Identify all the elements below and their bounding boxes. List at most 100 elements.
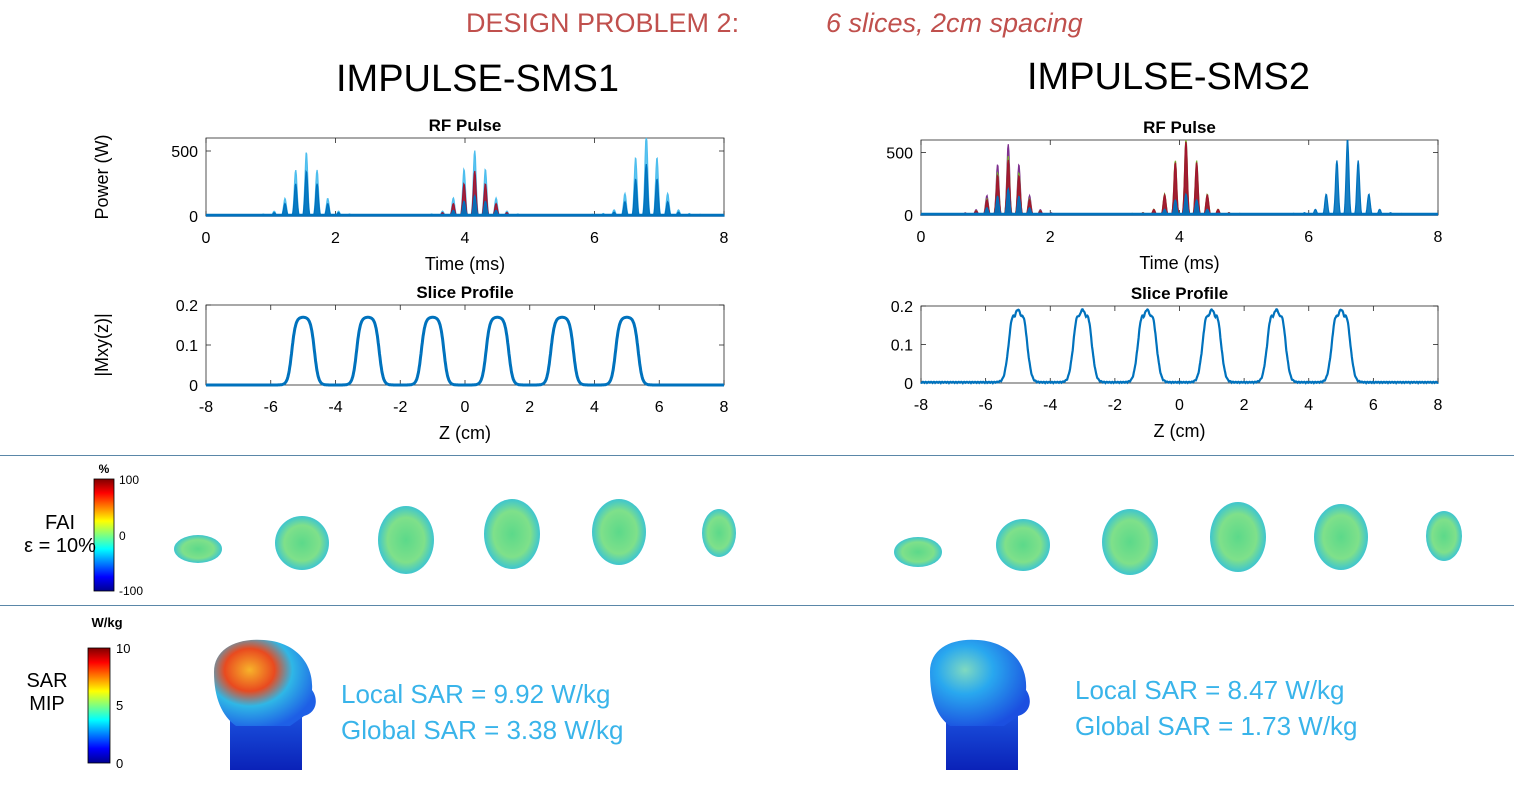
x-tick-label: 6 <box>590 230 599 247</box>
chart-layer: RF Pulse Time (ms) 0 2 4 6 8 0 500 Power (W)RF Pu… <box>92 116 1443 443</box>
x-tick-label: 0 <box>202 230 211 247</box>
local-sar-sms2: Local SAR = 8.47 W/kg <box>1075 675 1345 705</box>
design-problem-title: DESIGN PROBLEM 2: <box>466 8 740 38</box>
sar-colorbar-tick: 0 <box>116 756 123 771</box>
sar-colorbar-tick: 10 <box>116 641 130 656</box>
sar-head <box>214 639 316 726</box>
slice-profile-line <box>206 315 724 387</box>
x-tick-label: 2 <box>331 230 340 247</box>
y-tick-label: 0 <box>189 378 198 395</box>
y-tick-label: 0.2 <box>176 298 198 315</box>
fai-colorbar-tick: 0 <box>119 529 126 543</box>
column-title-sms1: IMPULSE-SMS1 <box>336 58 619 100</box>
fai-colorbar-tick: 100 <box>119 473 139 487</box>
x-tick-label: -6 <box>264 399 278 416</box>
fai-maps-right <box>894 502 1462 575</box>
sar-colorbar-gradient <box>87 647 111 764</box>
x-tick-label: -4 <box>1043 397 1057 414</box>
sar-mip-head-left <box>214 639 316 770</box>
fai-map-slice <box>702 509 736 557</box>
fai-colorbar-tick: -100 <box>119 584 143 598</box>
x-tick-label: 4 <box>1175 229 1184 246</box>
chart-rf2: RF Pulse Time (ms) 0 2 4 6 8 0 500 <box>886 118 1442 273</box>
x-tick-label: -2 <box>1108 397 1122 414</box>
sar-row-label: SAR MIP <box>12 670 82 716</box>
slice-profile-line <box>920 308 1439 385</box>
global-sar-sms1: Global SAR = 3.38 W/kg <box>341 715 624 745</box>
x-axis-label: Time (ms) <box>425 254 505 274</box>
x-axis-label: Z (cm) <box>1154 421 1206 441</box>
fai-colorbar-unit: % <box>99 462 110 476</box>
x-tick-label: 2 <box>1240 397 1249 414</box>
x-tick-label: 4 <box>590 399 599 416</box>
chart-title: RF Pulse <box>429 116 502 135</box>
column-title-sms2: IMPULSE-SMS2 <box>1027 56 1310 98</box>
y-axis-label: Power (W) <box>92 135 112 220</box>
fai-label-line1: FAI <box>44 512 75 534</box>
x-tick-label: -4 <box>328 399 342 416</box>
y-tick-label: 0.2 <box>891 299 913 316</box>
x-tick-label: 6 <box>1304 229 1313 246</box>
y-tick-label: 0 <box>189 209 198 226</box>
sar-colorbar-tick: 5 <box>116 698 123 713</box>
header: DESIGN PROBLEM 2: 6 slices, 2cm spacing <box>0 6 1514 40</box>
x-tick-label: -8 <box>914 397 928 414</box>
fai-map-slice <box>996 519 1050 571</box>
y-tick-label: 500 <box>886 146 913 163</box>
sar-mip-head-right <box>930 639 1030 770</box>
fai-maps-left <box>174 499 736 574</box>
global-sar-sms2: Global SAR = 1.73 W/kg <box>1075 711 1358 741</box>
local-sar-sms1: Local SAR = 9.92 W/kg <box>341 679 611 709</box>
row-divider <box>0 605 1514 606</box>
fai-map-slice <box>484 499 540 569</box>
row-divider <box>0 455 1514 456</box>
sar-values-sms1: Local SAR = 9.92 W/kg Global SAR = 3.38 … <box>341 676 624 748</box>
fai-map-slice <box>378 506 434 574</box>
x-tick-label: 0 <box>1175 397 1184 414</box>
y-tick-label: 0.1 <box>176 338 198 355</box>
fai-map-slice <box>1426 511 1462 561</box>
chart-rf1: RF Pulse Time (ms) 0 2 4 6 8 0 500 Power (W) <box>92 116 729 274</box>
chart-title: Slice Profile <box>416 283 513 302</box>
sar-values-sms2: Local SAR = 8.47 W/kg Global SAR = 1.73 … <box>1075 672 1358 744</box>
design-problem-subtitle: 6 slices, 2cm spacing <box>826 8 1083 38</box>
plot-area <box>920 305 1439 384</box>
sar-head <box>930 639 1030 726</box>
y-tick-label: 500 <box>171 144 198 161</box>
fai-map-slice <box>894 537 942 567</box>
chart-sp1: Slice Profile Z (cm) -8 -6 -4 -2 0 2 4 6 8 0 0.1 0.2 |… <box>92 283 729 443</box>
sar-label-line2: MIP <box>29 693 65 715</box>
y-tick-label: 0 <box>904 376 913 393</box>
fai-colorbar-gradient <box>93 478 115 592</box>
x-tick-label: 8 <box>720 399 729 416</box>
y-tick-label: 0.1 <box>891 338 913 355</box>
plot-area <box>205 304 725 386</box>
x-tick-label: 2 <box>525 399 534 416</box>
sar-label-line1: SAR <box>26 670 68 692</box>
chart-sp2: Slice Profile Z (cm) -8 -6 -4 -2 0 2 4 6 8 0 0.1 0.2 <box>891 284 1443 441</box>
fai-map-slice <box>1102 509 1158 575</box>
fai-map-slice <box>174 535 222 563</box>
x-tick-label: 8 <box>720 230 729 247</box>
x-tick-label: 6 <box>1369 397 1378 414</box>
fai-colorbar: % 100 0 -100 <box>93 462 143 598</box>
fai-map-slice <box>1210 502 1266 572</box>
x-tick-label: -6 <box>979 397 993 414</box>
y-axis-label: |Mxy(z)| <box>92 313 112 376</box>
sar-colorbar: W/kg 10 5 0 <box>87 615 130 771</box>
x-tick-label: 8 <box>1434 229 1443 246</box>
x-tick-label: 4 <box>461 230 470 247</box>
fai-map-slice <box>592 499 646 565</box>
sar-colorbar-unit: W/kg <box>91 615 122 630</box>
fai-map-slice <box>1314 504 1368 570</box>
x-tick-label: 6 <box>655 399 664 416</box>
x-tick-label: -2 <box>393 399 407 416</box>
x-tick-label: 4 <box>1304 397 1313 414</box>
x-axis-label: Z (cm) <box>439 423 491 443</box>
x-tick-label: 8 <box>1434 397 1443 414</box>
x-tick-label: 2 <box>1046 229 1055 246</box>
chart-title: Slice Profile <box>1131 284 1228 303</box>
fai-row-label: FAI ε = 10% <box>24 512 96 558</box>
fai-map-slice <box>275 516 329 570</box>
